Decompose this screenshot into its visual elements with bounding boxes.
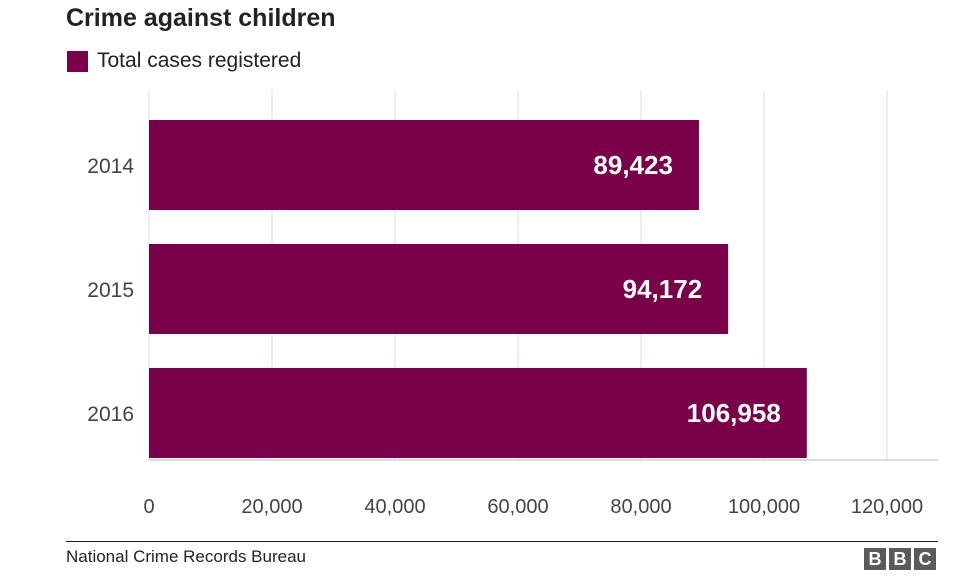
category-label: 2014 [87, 155, 134, 178]
category-label: 2015 [87, 279, 134, 302]
x-tick-label: 0 [143, 496, 154, 518]
x-tick-label: 80,000 [610, 496, 671, 518]
bar-value-label: 106,958 [687, 398, 781, 428]
bbc-logo-letter: C [914, 548, 936, 570]
category-labels: 2014 2015 2016 [87, 155, 134, 426]
bars: 89,423 94,172 106,958 [149, 120, 807, 458]
x-tick-label: 100,000 [728, 496, 800, 518]
x-tick-label: 40,000 [364, 496, 425, 518]
category-label: 2016 [87, 403, 134, 426]
x-tick-label: 120,000 [851, 496, 923, 518]
bar-chart: 89,423 94,172 106,958 2014 2015 2016 0 20,000… [87, 90, 938, 518]
legend-label: Total cases registered [97, 49, 302, 72]
footer-divider [66, 541, 938, 542]
bar [149, 244, 729, 334]
bar [149, 120, 699, 210]
x-tick-label: 20,000 [241, 496, 302, 518]
bbc-logo-letter: B [889, 548, 911, 570]
bbc-logo: B B C [864, 548, 936, 570]
bar-value-label: 94,172 [623, 274, 703, 304]
x-tick-labels: 0 20,000 40,000 60,000 80,000 100,000 120,000 [143, 496, 923, 518]
bar [149, 368, 807, 458]
legend-swatch [67, 50, 88, 72]
x-tick-label: 60,000 [487, 496, 548, 518]
bbc-logo-letter: B [864, 548, 886, 570]
chart-title: Crime against children [66, 4, 336, 32]
legend: Total cases registered [67, 49, 301, 73]
bar-value-label: 89,423 [593, 150, 673, 180]
source-note: National Crime Records Bureau [66, 547, 306, 566]
